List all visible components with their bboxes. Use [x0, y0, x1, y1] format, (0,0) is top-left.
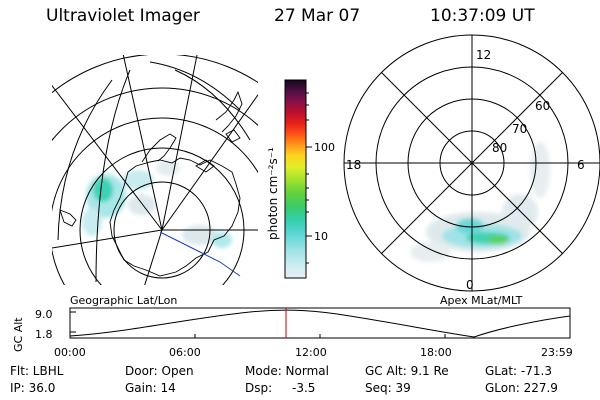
- geographic-map-label: Geographic Lat/Lon: [70, 294, 178, 307]
- colorbar: 100 10 photon cm⁻²s⁻¹: [266, 79, 335, 279]
- mlt-label-12: 12: [476, 48, 491, 62]
- gc-alt-ytick-9: 9.0: [35, 308, 53, 321]
- dsp-info-value: -3.5: [292, 381, 316, 395]
- time-tick-1800: 18:00: [420, 346, 452, 359]
- gc-alt-ytick-1-8: 1.8: [35, 328, 53, 341]
- seq-info: Seq: 39: [365, 381, 411, 395]
- gc-alt-info: GC Alt: 9.1 Re: [365, 364, 449, 378]
- glon-info: GLon: 227.9: [485, 381, 558, 395]
- time-tick-0000: 00:00: [54, 346, 86, 359]
- mlt-label-6: 6: [577, 158, 585, 172]
- ip-info: IP: 36.0: [10, 381, 56, 395]
- colorbar-tick-100: 100: [314, 141, 335, 154]
- coastline: [59, 90, 243, 277]
- filter-info: Flt: LBHL: [10, 364, 64, 378]
- gc-alt-ylabel: GC Alt: [12, 317, 25, 352]
- glat-info: GLat: -71.3: [485, 364, 552, 378]
- mode-info: Mode: Normal: [245, 364, 329, 378]
- time-label: 10:37:09 UT: [430, 6, 535, 26]
- time-tick-2359: 23:59: [541, 346, 573, 359]
- aurora-emission-apex: [410, 142, 550, 262]
- instrument-title: Ultraviolet Imager: [46, 6, 200, 26]
- time-tick-0600: 06:00: [169, 346, 201, 359]
- colorbar-tick-10: 10: [314, 230, 328, 243]
- mlat-label-60: 60: [535, 99, 550, 113]
- mlat-label-70: 70: [512, 122, 527, 136]
- gc-alt-curve: [69, 309, 571, 338]
- ground-track: [159, 231, 241, 277]
- door-info: Door: Open: [125, 364, 194, 378]
- apex-polar-map: 12 18 6 0 60 70 80: [343, 34, 600, 292]
- gc-alt-plot: GC Alt 9.0 1.8: [12, 307, 571, 352]
- mlat-label-80: 80: [492, 141, 507, 155]
- date-label: 27 Mar 07: [274, 6, 361, 26]
- apex-map-label: Apex MLat/MLT: [440, 294, 523, 307]
- colorbar-unit-label: photon cm⁻²s⁻¹: [266, 147, 280, 240]
- time-tick-1200: 12:00: [295, 346, 327, 359]
- mlt-label-18: 18: [346, 158, 361, 172]
- geographic-map: [52, 55, 258, 285]
- dsp-info-label: Dsp:: [245, 381, 273, 395]
- gain-info: Gain: 14: [125, 381, 176, 395]
- mlt-label-0: 0: [466, 278, 474, 292]
